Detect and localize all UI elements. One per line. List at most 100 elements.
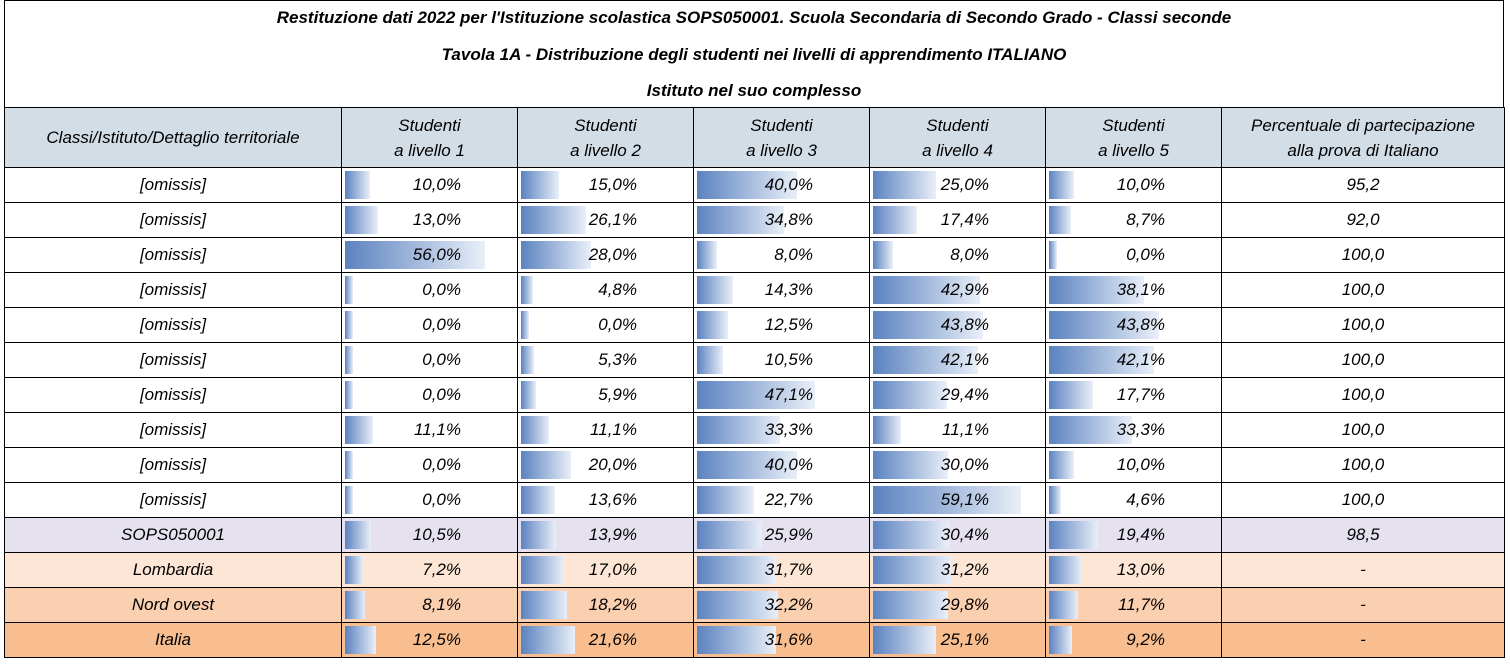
level-5-cell: 43,8% [1045,307,1222,343]
level-1-cell: 11,1% [341,412,518,448]
level-value: 10,0% [1116,175,1165,194]
partecipazione-cell: 100,0 [1221,412,1505,448]
level-value: 32,2% [764,595,813,614]
level-value: 22,7% [764,490,813,509]
data-bar [345,171,370,199]
table-row: [omissis] 13,0% 26,1% 34,8% 17,4% 8,7% 92,0 [4,202,1505,238]
level-value: 8,7% [1126,210,1165,229]
level-3-cell: 31,6% [693,622,870,658]
level-value: 13,6% [588,490,637,509]
data-bar [1049,521,1098,549]
level-value: 0,0% [422,455,461,474]
data-bar [1049,381,1094,409]
level-3-cell: 14,3% [693,272,870,308]
level-value: 31,6% [764,630,813,649]
level-value: 29,8% [940,595,989,614]
table-subtitle: Istituto nel suo complesso [646,81,862,100]
table-row: Nord ovest 8,1% 18,2% 32,2% 29,8% 11,7% - [4,587,1505,623]
data-bar [697,241,717,269]
level-1-cell: 10,5% [341,517,518,553]
level-value: 4,6% [1126,490,1165,509]
table-row: [omissis] 0,0% 20,0% 40,0% 30,0% 10,0% 100,0 [4,447,1505,483]
level-value: 30,0% [940,455,989,474]
level-4-cell: 11,1% [869,412,1046,448]
data-bar [345,591,366,619]
level-value: 11,7% [1118,595,1165,614]
level-1-cell: 7,2% [341,552,518,588]
level-4-cell: 30,4% [869,517,1046,553]
level-2-cell: 5,3% [517,342,694,378]
data-bar [697,486,754,514]
data-bar [345,416,373,444]
level-value: 0,0% [422,280,461,299]
level-value: 11,1% [942,420,989,439]
row-label: [omissis] [4,272,342,308]
data-bar [697,416,781,444]
data-bar [697,206,784,234]
data-bar [345,486,353,514]
row-label: Italia [4,622,342,658]
level-4-cell: 25,0% [869,167,1046,203]
header-level-5: Studenti a livello 5 [1045,107,1222,168]
level-value: 25,1% [940,630,989,649]
data-bar [521,171,559,199]
level-value: 42,9% [940,280,989,299]
level-value: 17,4% [940,210,989,229]
level-2-cell: 18,2% [517,587,694,623]
level-value: 11,1% [590,420,637,439]
data-bar [521,276,533,304]
level-3-cell: 47,1% [693,377,870,413]
data-bar [521,556,564,584]
level-4-cell: 17,4% [869,202,1046,238]
row-label: [omissis] [4,237,342,273]
partecipazione-cell: - [1221,552,1505,588]
row-label: [omissis] [4,482,342,518]
data-bar [697,381,815,409]
data-bar [873,556,951,584]
level-4-cell: 8,0% [869,237,1046,273]
level-value: 42,1% [940,350,989,369]
data-bar [345,556,363,584]
data-bar [521,241,591,269]
data-bar [1049,346,1155,374]
level-2-cell: 13,9% [517,517,694,553]
level-value: 10,0% [412,175,461,194]
data-bar [345,451,353,479]
header-partecipazione: Percentuale di partecipazione alla prova … [1221,107,1505,168]
data-bar [873,346,979,374]
data-bar [1049,311,1159,339]
level-3-cell: 32,2% [693,587,870,623]
data-bar [873,521,949,549]
header-level-4: Studenti a livello 4 [869,107,1046,168]
data-bar [1049,451,1074,479]
level-value: 13,0% [412,210,461,229]
level-value: 5,3% [598,350,637,369]
level-value: 10,5% [764,350,813,369]
data-bar [873,591,948,619]
level-value: 19,4% [1116,525,1165,544]
level-1-cell: 56,0% [341,237,518,273]
data-bar [1049,486,1061,514]
data-bar [345,241,485,269]
data-bar [873,381,947,409]
level-3-cell: 12,5% [693,307,870,343]
row-label: [omissis] [4,377,342,413]
data-bar [345,626,377,654]
level-1-cell: 0,0% [341,482,518,518]
level-value: 8,0% [950,245,989,264]
level-value: 10,5% [412,525,461,544]
data-bar [1049,556,1082,584]
row-label: [omissis] [4,202,342,238]
partecipazione-cell: - [1221,587,1505,623]
level-5-cell: 10,0% [1045,447,1222,483]
data-bar [345,521,372,549]
level-4-cell: 31,2% [869,552,1046,588]
data-bar [1049,206,1071,234]
partecipazione-cell: 92,0 [1221,202,1505,238]
partecipazione-cell: 100,0 [1221,482,1505,518]
level-5-cell: 8,7% [1045,202,1222,238]
table-title: Tavola 1A - Distribuzione degli studenti… [441,45,1067,64]
data-bar [1049,241,1057,269]
table-row: [omissis] 0,0% 13,6% 22,7% 59,1% 4,6% 100,0 [4,482,1505,518]
level-value: 25,0% [940,175,989,194]
